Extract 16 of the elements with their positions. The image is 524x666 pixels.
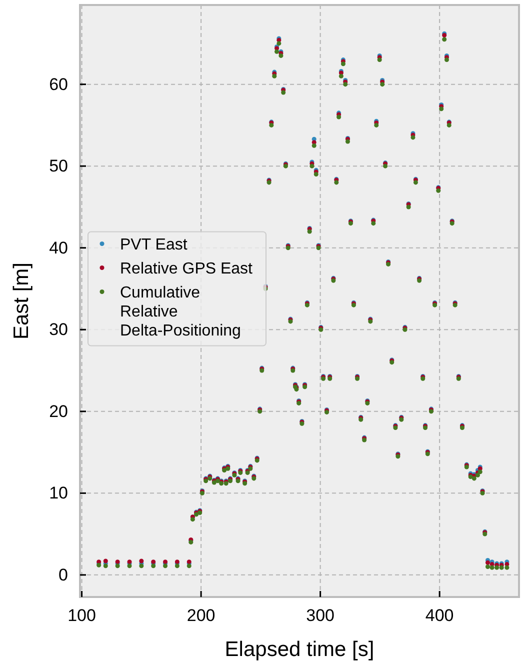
legend-label: Cumulative Relative Delta-Positioning	[120, 284, 241, 340]
y-tick-label: 50	[49, 156, 68, 176]
x-tick-label: 400	[425, 606, 454, 626]
legend-label: Relative GPS East	[120, 260, 254, 278]
x-tick-label: 100	[68, 606, 96, 626]
legend-label: PVT East	[120, 236, 188, 254]
x-axis-title: Elapsed time [s]	[224, 638, 374, 661]
y-tick-label: 40	[49, 238, 68, 258]
y-tick-label: 60	[49, 74, 68, 94]
y-tick-label: 20	[49, 402, 68, 421]
y-tick-label: 30	[49, 320, 68, 340]
x-tick-label: 200	[186, 606, 216, 626]
y-tick-label: 0	[58, 565, 68, 584]
y-axis-title: East [m]	[10, 262, 33, 340]
y-tick-label: 10	[49, 484, 68, 503]
x-tick-label: 300	[306, 606, 334, 626]
